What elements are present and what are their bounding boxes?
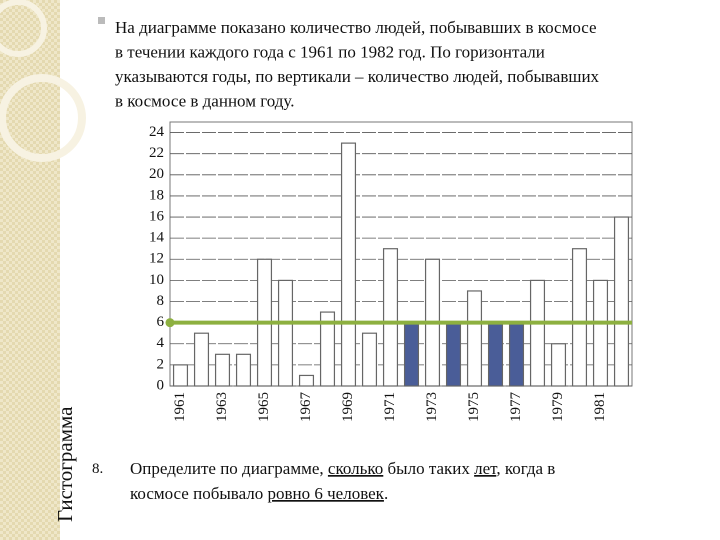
question-segment: космосе побывало [130, 484, 268, 503]
bar [193, 332, 210, 387]
x-tick-label: 1961 [172, 392, 188, 422]
bar [613, 216, 630, 387]
bar [508, 322, 525, 387]
bar [235, 353, 252, 387]
y-tick-label: 0 [157, 377, 165, 393]
bullet-text: указываются годы, по вертикали – количес… [115, 67, 600, 86]
bar [298, 374, 315, 387]
x-tick-label: 1969 [340, 392, 356, 422]
bar [487, 322, 504, 387]
reference-dot [165, 318, 175, 328]
decor-circle [0, 0, 47, 57]
bar [172, 364, 189, 387]
question-number: 8. [92, 461, 103, 477]
bar [571, 248, 588, 387]
y-tick-label: 4 [157, 335, 165, 351]
question-segment: сколько [328, 459, 383, 478]
x-tick-label: 1967 [298, 392, 314, 423]
question-text: Определите по диаграмме, сколько было та… [130, 459, 555, 478]
y-tick-label: 6 [157, 314, 165, 330]
bar [592, 279, 609, 387]
bar [550, 343, 567, 387]
plot-frame [169, 121, 633, 387]
bullet-text: На диаграмме показано количество людей, … [115, 18, 597, 37]
side-title: Гистограмма [53, 406, 77, 522]
bullet-text: в течении каждого года с 1961 по 1982 го… [115, 43, 545, 62]
bar [403, 322, 420, 387]
bar [466, 290, 483, 387]
y-tick-label: 16 [149, 208, 165, 224]
x-tick-label: 1977 [508, 392, 524, 423]
x-tick-label: 1965 [256, 392, 272, 422]
question-segment: , когда в [496, 459, 555, 478]
question-segment: Определите по диаграмме, [130, 459, 328, 478]
question-text: космосе побывало ровно 6 человек. [130, 484, 388, 503]
question-segment: лет [474, 459, 498, 478]
decor-circle [0, 74, 86, 162]
y-tick-label: 10 [149, 272, 164, 288]
y-tick-label: 20 [149, 166, 164, 182]
bar [445, 322, 462, 387]
x-tick-label: 1975 [466, 392, 482, 422]
y-tick-label: 22 [149, 145, 164, 161]
question-segment: было таких [383, 459, 474, 478]
y-tick-label: 2 [157, 356, 165, 372]
y-tick-label: 14 [149, 230, 165, 246]
y-tick-label: 24 [149, 124, 165, 140]
question-segment: ровно 6 человек [268, 484, 385, 503]
y-tick-label: 12 [149, 251, 164, 267]
x-tick-label: 1979 [550, 392, 566, 422]
x-tick-label: 1973 [424, 392, 440, 422]
y-tick-label: 8 [157, 293, 165, 309]
bar [361, 332, 378, 387]
bar [214, 353, 231, 387]
bullet-text: в космосе в данном году. [115, 92, 294, 111]
x-tick-label: 1971 [382, 392, 398, 422]
x-tick-label: 1981 [592, 392, 608, 422]
bar [319, 311, 336, 387]
bar [340, 142, 357, 387]
bullet [98, 17, 105, 24]
bar [529, 279, 546, 387]
bar [277, 279, 294, 387]
bar [382, 248, 399, 387]
y-tick-label: 18 [149, 187, 164, 203]
question-segment: . [384, 484, 388, 503]
x-tick-label: 1963 [214, 392, 230, 422]
